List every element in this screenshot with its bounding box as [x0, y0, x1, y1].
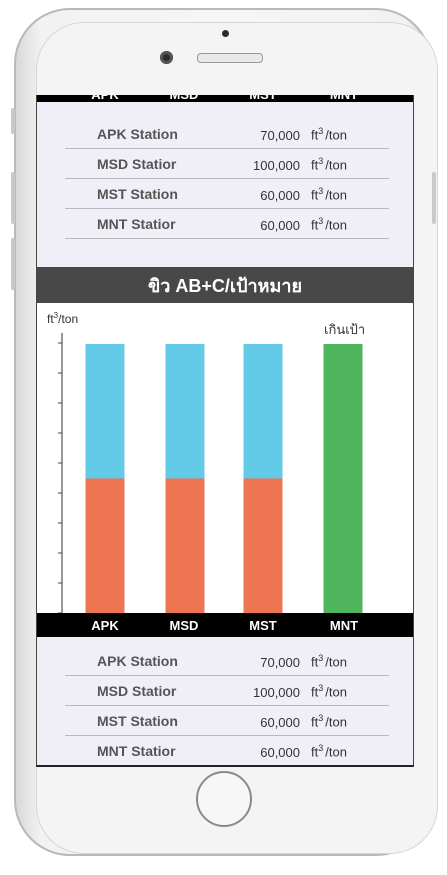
station-name: MST Station — [97, 713, 178, 729]
row-divider — [65, 705, 389, 706]
station-value: 60,000 — [260, 715, 300, 730]
home-button[interactable] — [196, 771, 252, 827]
mute-switch — [11, 108, 15, 134]
tab-apk[interactable]: APK — [75, 95, 135, 111]
station-value: 60,000 — [260, 745, 300, 760]
top-station-tabbar: APK MSD MST MNT — [37, 95, 413, 102]
station-name: APK Station — [97, 653, 178, 669]
station-value: 100,000 — [253, 158, 300, 173]
station-unit: ft3/ton — [311, 216, 347, 233]
y-axis-unit: ft3/ton — [47, 311, 79, 326]
station-unit: ft3/ton — [311, 126, 347, 143]
earpiece-speaker — [197, 53, 263, 63]
stacked-bar-chart: ft3/ton เกินเป้า — [37, 303, 413, 613]
row-divider — [65, 238, 389, 239]
station-name: MSD Statior — [97, 156, 177, 172]
tab-mnt[interactable]: MNT — [329, 618, 359, 633]
bar-segment-apk — [85, 478, 125, 613]
table-row: MST Station 60,000 ft3/ton — [37, 179, 413, 209]
station-value: 100,000 — [253, 685, 300, 700]
tab-mnt[interactable]: MNT — [314, 95, 374, 111]
section-title: ขิว AB+C/เป้าหมาย — [37, 267, 413, 303]
station-name: MSD Statior — [97, 683, 177, 699]
bottom-station-table: APK Station 70,000 ft3/ton MSD Statior 1… — [37, 646, 413, 766]
row-divider — [65, 765, 389, 766]
row-divider — [65, 178, 389, 179]
top-station-table: APK Station 70,000 ft3/ton MSD Statior 1… — [37, 119, 413, 239]
bar-segment-msd — [165, 344, 205, 479]
row-divider — [65, 735, 389, 736]
station-unit: ft3/ton — [311, 713, 347, 730]
station-name: MNT Statior — [97, 743, 176, 759]
tab-mst[interactable]: MST — [233, 95, 293, 111]
row-divider — [65, 675, 389, 676]
row-divider — [65, 148, 389, 149]
table-row: MNT Statior 60,000 ft3/ton — [37, 209, 413, 239]
station-name: APK Station — [97, 126, 178, 142]
station-unit: ft3/ton — [311, 186, 347, 203]
station-name: MST Station — [97, 186, 178, 202]
table-row: APK Station 70,000 ft3/ton — [37, 119, 413, 149]
bar-segment-mnt — [323, 344, 363, 613]
tab-msd[interactable]: MSD — [154, 95, 214, 111]
row-divider — [65, 208, 389, 209]
tab-msd[interactable]: MSD — [169, 618, 199, 633]
bar-segment-mst — [243, 478, 283, 613]
bar-segment-mst — [243, 344, 283, 479]
volume-up-button — [11, 172, 15, 224]
station-value: 60,000 — [260, 188, 300, 203]
station-name: MNT Statior — [97, 216, 176, 232]
bar-segment-msd — [165, 478, 205, 613]
table-row: MST Station 60,000 ft3/ton — [37, 706, 413, 736]
bottom-station-tabbar: APK MSD MST MNT — [37, 613, 413, 637]
station-value: 70,000 — [260, 128, 300, 143]
table-row: MSD Statior 100,000 ft3/ton — [37, 676, 413, 706]
bar-segment-apk — [85, 344, 125, 479]
table-row: APK Station 70,000 ft3/ton — [37, 646, 413, 676]
volume-down-button — [11, 238, 15, 290]
station-unit: ft3/ton — [311, 683, 347, 700]
chart-plot — [58, 333, 363, 613]
table-row: MNT Statior 60,000 ft3/ton — [37, 736, 413, 766]
station-unit: ft3/ton — [311, 156, 347, 173]
app-screen: APK MSD MST MNT APK Station 70,000 ft3/t… — [36, 95, 414, 767]
station-unit: ft3/ton — [311, 743, 347, 760]
over-target-annotation: เกินเป้า — [324, 322, 366, 337]
station-value: 60,000 — [260, 218, 300, 233]
front-camera-icon — [160, 51, 173, 64]
station-unit: ft3/ton — [311, 653, 347, 670]
station-value: 70,000 — [260, 655, 300, 670]
table-row: MSD Statior 100,000 ft3/ton — [37, 149, 413, 179]
tab-mst[interactable]: MST — [249, 618, 277, 633]
power-button — [432, 172, 436, 224]
tab-apk[interactable]: APK — [91, 618, 119, 633]
proximity-sensor — [222, 30, 229, 37]
